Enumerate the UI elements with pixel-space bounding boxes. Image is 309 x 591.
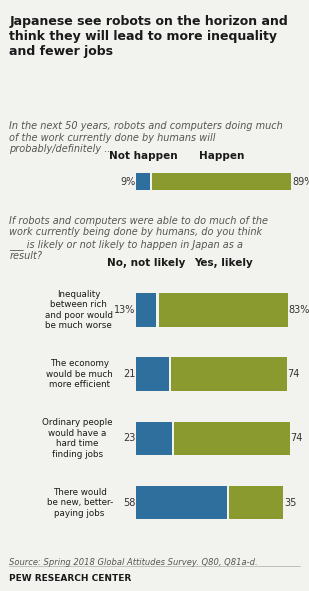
Text: Ordinary people
would have a
hard time
finding jobs: Ordinary people would have a hard time f… — [42, 418, 113, 459]
Text: Yes, likely: Yes, likely — [194, 258, 253, 268]
Text: 74: 74 — [290, 433, 303, 443]
Bar — [159, 293, 288, 327]
Bar — [136, 293, 156, 327]
Bar — [171, 358, 286, 391]
Text: 35: 35 — [284, 498, 297, 508]
Text: 23: 23 — [123, 433, 135, 443]
Bar — [136, 486, 226, 519]
Bar — [136, 422, 172, 455]
Text: Japanese see robots on the horizon and
think they will lead to more inequality
a: Japanese see robots on the horizon and t… — [9, 15, 288, 58]
Text: 58: 58 — [123, 498, 135, 508]
Text: 9%: 9% — [120, 177, 135, 187]
Text: No, not likely: No, not likely — [107, 258, 185, 268]
Text: The economy
would be much
more efficient: The economy would be much more efficient — [46, 359, 113, 389]
Text: Source: Spring 2018 Global Attitudes Survey. Q80, Q81a-d.: Source: Spring 2018 Global Attitudes Sur… — [9, 558, 258, 567]
Text: In the next 50 years, robots and computers doing much
of the work currently done: In the next 50 years, robots and compute… — [9, 121, 283, 154]
Text: 83%: 83% — [289, 305, 309, 315]
Text: 21: 21 — [123, 369, 135, 379]
Text: 13%: 13% — [114, 305, 135, 315]
Bar — [229, 486, 283, 519]
Text: There would
be new, better-
paying jobs: There would be new, better- paying jobs — [47, 488, 113, 518]
Text: Not happen: Not happen — [109, 151, 177, 161]
Bar — [136, 358, 169, 391]
Text: Inequality
between rich
and poor would
be much worse: Inequality between rich and poor would b… — [45, 290, 113, 330]
Text: 74: 74 — [287, 369, 300, 379]
Bar — [174, 422, 290, 455]
Bar — [136, 173, 150, 190]
Text: 89%: 89% — [292, 177, 309, 187]
Bar — [152, 173, 291, 190]
Text: PEW RESEARCH CENTER: PEW RESEARCH CENTER — [9, 574, 132, 583]
Text: If robots and computers were able to do much of the
work currently being done by: If robots and computers were able to do … — [9, 216, 268, 261]
Text: Happen: Happen — [199, 151, 244, 161]
